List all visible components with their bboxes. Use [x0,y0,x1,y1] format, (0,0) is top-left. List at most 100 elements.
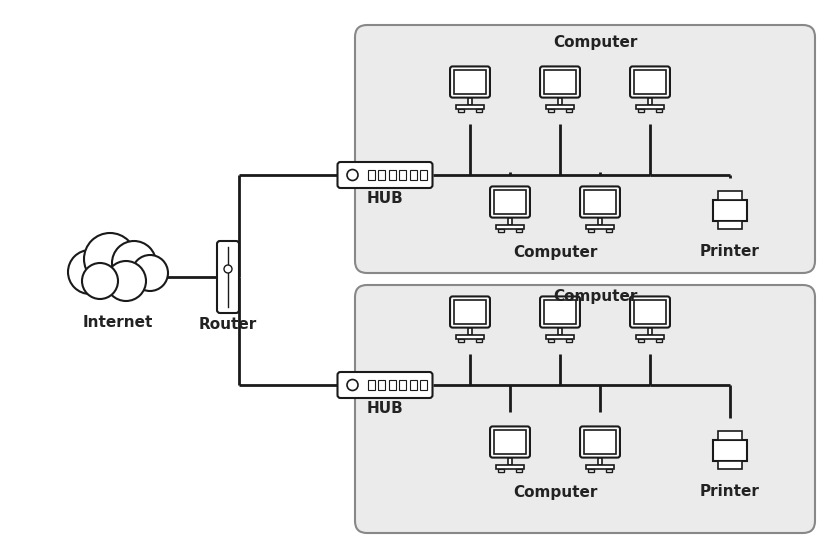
Bar [410,170,417,180]
Circle shape [347,170,358,180]
Bar [388,170,396,180]
Bar [546,335,574,339]
Bar [718,461,742,469]
FancyBboxPatch shape [630,296,670,328]
Bar [597,218,602,225]
Text: Computer: Computer [512,484,597,500]
Bar [368,170,375,180]
FancyBboxPatch shape [540,296,580,328]
Bar [713,440,747,461]
Bar [496,225,523,229]
Bar [420,380,427,390]
Bar [468,98,472,105]
Bar [494,190,526,213]
Bar [634,300,666,323]
Bar [588,229,594,232]
FancyBboxPatch shape [450,66,490,98]
Bar [516,469,522,472]
Bar [516,229,522,232]
FancyBboxPatch shape [338,372,433,398]
Bar [648,98,653,105]
Bar [588,469,594,472]
Bar [584,430,616,454]
Bar [638,109,644,112]
Bar [648,328,653,335]
Bar [713,200,747,221]
Bar [718,431,742,440]
Circle shape [106,261,146,301]
FancyBboxPatch shape [355,285,815,533]
Text: Printer: Printer [700,245,760,260]
Text: Internet: Internet [83,315,153,330]
Bar [656,109,662,112]
Text: Router: Router [199,317,257,332]
Bar [606,469,612,472]
Circle shape [112,241,156,285]
Bar [454,70,486,93]
Bar [507,457,512,465]
Bar [586,225,614,229]
Bar [498,229,504,232]
FancyBboxPatch shape [540,66,580,98]
Bar [420,170,427,180]
Bar [656,339,662,342]
Bar [558,98,563,105]
Bar [634,70,666,93]
Bar [565,109,572,112]
Text: HUB: HUB [366,191,403,206]
Bar [544,300,576,323]
Bar [456,335,484,339]
Bar [388,380,396,390]
FancyBboxPatch shape [450,296,490,328]
Bar [475,109,482,112]
Bar [546,105,574,109]
Bar [399,380,406,390]
FancyBboxPatch shape [217,241,239,313]
Bar [718,221,742,229]
Bar [507,218,512,225]
Circle shape [82,263,118,299]
Bar [454,300,486,323]
Bar [549,339,554,342]
Bar [718,191,742,200]
Circle shape [347,380,358,390]
FancyBboxPatch shape [630,66,670,98]
FancyBboxPatch shape [490,186,530,218]
Bar [468,328,472,335]
FancyBboxPatch shape [580,186,620,218]
Bar [458,339,465,342]
Bar [475,339,482,342]
Bar [586,465,614,469]
Circle shape [224,265,232,273]
Bar [637,105,664,109]
Text: HUB: HUB [366,401,403,416]
Text: Computer: Computer [553,289,638,305]
Bar [456,105,484,109]
Bar [378,380,385,390]
Bar [494,430,526,454]
Bar [549,109,554,112]
Text: Computer: Computer [553,35,638,50]
Bar [458,109,465,112]
FancyBboxPatch shape [580,427,620,457]
Bar [378,170,385,180]
Bar [399,170,406,180]
Bar [496,465,523,469]
Circle shape [68,250,112,294]
Bar [638,339,644,342]
FancyBboxPatch shape [355,25,815,273]
Bar [544,70,576,93]
Bar [606,229,612,232]
Bar [410,380,417,390]
Text: Computer: Computer [512,245,597,260]
Bar [498,469,504,472]
Circle shape [132,255,168,291]
FancyBboxPatch shape [490,427,530,457]
FancyBboxPatch shape [338,162,433,188]
Bar [637,335,664,339]
Bar [584,190,616,213]
Bar [558,328,563,335]
Bar [565,339,572,342]
Bar [368,380,375,390]
Bar [597,457,602,465]
